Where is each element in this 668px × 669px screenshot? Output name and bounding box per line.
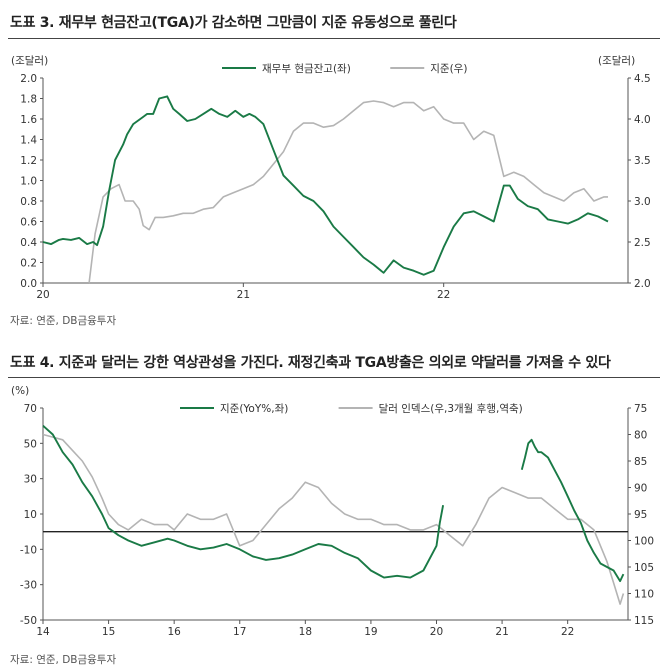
fig4-left-tick-label: 30 — [24, 474, 37, 486]
fig3-left-tick-label: 0.8 — [20, 196, 37, 208]
fig3-x-tick-label: 20 — [36, 289, 49, 301]
fig4-title: 도표 4. 지준과 달러는 강한 역상관성을 가진다. 재정긴축과 TGA방출은… — [10, 355, 611, 371]
fig4-title-rule — [8, 377, 660, 378]
fig3-legend-label: 재무부 현금잔고(좌) — [262, 63, 351, 75]
fig3-chart: 0.0 0.2 0.4 0.6 0.8 1.0 1.2 1.4 1.6 1.8 2.0 2.0 2.5 3… — [11, 55, 651, 301]
fig3-legend-label: 지준(우) — [430, 63, 467, 75]
fig3-left-tick-label: 1.8 — [20, 94, 37, 106]
fig3-title-rule — [8, 38, 660, 39]
fig4-right-tick-label: 90 — [634, 483, 647, 495]
fig4-right-tick-label: 105 — [634, 562, 654, 574]
fig4-right-tick-label: 85 — [634, 456, 647, 468]
fig3-source: 자료: 연준, DB금융투자 — [10, 315, 117, 327]
fig4-x-tick-label: 15 — [102, 626, 115, 638]
fig4-left-tick-label: -10 — [20, 544, 37, 556]
fig4-left-tick-label: 70 — [24, 403, 37, 415]
fig3-right-tick-label: 2.0 — [634, 278, 651, 290]
fig3-left-unit: (조달러) — [11, 55, 48, 67]
fig4-left-tick-label: -30 — [20, 580, 37, 592]
fig4-right-tick-label: 95 — [634, 509, 647, 521]
fig4-left-unit: (%) — [11, 385, 29, 397]
fig3-right-tick-label: 3.0 — [634, 196, 651, 208]
fig3-left-tick-label: 1.0 — [20, 176, 37, 188]
fig3-left-tick-label: 0.6 — [20, 217, 37, 229]
fig3-left-tick-label: 0.0 — [20, 278, 37, 290]
fig3-left-tick-label: 1.2 — [20, 155, 37, 167]
fig3-right-tick-label: 4.5 — [634, 73, 651, 85]
fig3-series-line — [88, 100, 608, 284]
fig4-legend-label: 달러 인덱스(우,3개월 후행,역축) — [379, 403, 523, 415]
fig4-right-tick-label: 110 — [634, 589, 654, 601]
fig3-right-tick-label: 2.5 — [634, 237, 651, 249]
fig4-x-tick-label: 19 — [364, 626, 377, 638]
fig4-series-line — [42, 433, 625, 605]
fig4-x-tick-label: 14 — [36, 626, 50, 638]
fig4-series-line — [42, 424, 445, 579]
fig4-legend-label: 지준(YoY%,좌) — [220, 403, 288, 415]
fig3-left-tick-label: 1.4 — [20, 135, 37, 147]
fig4-x-tick-label: 21 — [495, 626, 508, 638]
fig4-x-tick-label: 17 — [233, 626, 246, 638]
fig3-left-tick-label: 0.4 — [20, 237, 37, 249]
fig4-right-tick-label: 100 — [634, 536, 654, 548]
fig3-left-tick-label: 0.2 — [20, 258, 37, 270]
fig3-right-unit: (조달러) — [598, 55, 635, 67]
fig4-x-tick-label: 16 — [167, 626, 181, 638]
fig3-right-tick-label: 4.0 — [634, 114, 651, 126]
fig3-x-tick-label: 21 — [237, 289, 250, 301]
fig4-source: 자료: 연준, DB금융투자 — [10, 654, 117, 666]
fig4-x-tick-label: 20 — [430, 626, 443, 638]
fig3-right-tick-label: 3.5 — [634, 155, 651, 167]
fig4-left-tick-label: 50 — [24, 438, 37, 450]
fig4-left-tick-label: 10 — [24, 509, 37, 521]
fig3-left-tick-label: 2.0 — [20, 73, 37, 85]
fig4-series-line — [520, 438, 625, 583]
fig3-series-line — [42, 95, 609, 276]
fig4-x-tick-label: 18 — [299, 626, 312, 638]
fig3-left-tick-label: 1.6 — [20, 114, 37, 126]
fig3-x-tick-label: 22 — [437, 289, 450, 301]
fig3-title: 도표 3. 재무부 현금잔고(TGA)가 감소하면 그만큼이 지준 유동성으로 … — [10, 15, 457, 31]
fig4-right-tick-label: 75 — [634, 403, 647, 415]
fig4-left-tick-label: -50 — [20, 615, 37, 627]
fig4-right-tick-label: 115 — [634, 615, 654, 627]
fig4-x-tick-label: 22 — [561, 626, 574, 638]
fig4-right-tick-label: 80 — [634, 430, 647, 442]
